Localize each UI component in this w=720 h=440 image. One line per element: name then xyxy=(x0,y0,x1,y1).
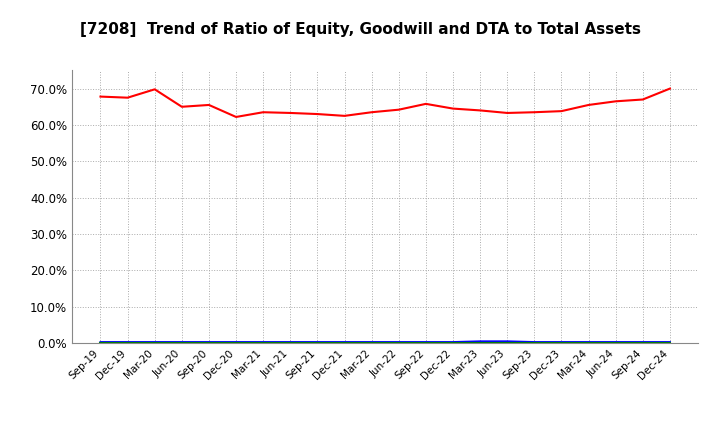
Equity xyxy=(611,99,620,104)
Equity xyxy=(96,94,105,99)
Goodwill xyxy=(476,339,485,344)
Equity xyxy=(313,111,322,117)
Equity xyxy=(395,107,403,112)
Equity xyxy=(150,87,159,92)
Goodwill xyxy=(204,340,213,345)
Goodwill xyxy=(123,340,132,345)
Goodwill xyxy=(611,340,620,345)
Goodwill xyxy=(341,340,349,345)
Deferred Tax Assets xyxy=(123,341,132,346)
Equity xyxy=(665,86,674,91)
Deferred Tax Assets xyxy=(611,341,620,346)
Deferred Tax Assets xyxy=(449,341,457,346)
Goodwill xyxy=(259,340,268,345)
Goodwill xyxy=(286,340,294,345)
Deferred Tax Assets xyxy=(150,341,159,346)
Deferred Tax Assets xyxy=(341,341,349,346)
Deferred Tax Assets xyxy=(503,341,511,346)
Line: Equity: Equity xyxy=(101,88,670,117)
Line: Goodwill: Goodwill xyxy=(101,341,670,342)
Deferred Tax Assets xyxy=(530,341,539,346)
Equity xyxy=(341,113,349,118)
Deferred Tax Assets xyxy=(557,341,566,346)
Equity xyxy=(557,109,566,114)
Goodwill xyxy=(178,340,186,345)
Deferred Tax Assets xyxy=(395,341,403,346)
Deferred Tax Assets xyxy=(232,341,240,346)
Equity xyxy=(421,101,430,106)
Deferred Tax Assets xyxy=(286,341,294,346)
Equity xyxy=(232,114,240,120)
Deferred Tax Assets xyxy=(96,341,105,346)
Equity xyxy=(123,95,132,100)
Goodwill xyxy=(367,340,376,345)
Equity xyxy=(259,110,268,115)
Deferred Tax Assets xyxy=(313,341,322,346)
Equity xyxy=(204,103,213,108)
Goodwill xyxy=(150,340,159,345)
Goodwill xyxy=(232,340,240,345)
Deferred Tax Assets xyxy=(259,341,268,346)
Goodwill xyxy=(503,339,511,344)
Equity xyxy=(449,106,457,111)
Goodwill xyxy=(421,340,430,345)
Equity xyxy=(178,104,186,110)
Equity xyxy=(503,110,511,116)
Goodwill xyxy=(665,340,674,345)
Equity xyxy=(286,110,294,116)
Deferred Tax Assets xyxy=(204,341,213,346)
Equity xyxy=(476,108,485,113)
Equity xyxy=(584,103,593,108)
Text: [7208]  Trend of Ratio of Equity, Goodwill and DTA to Total Assets: [7208] Trend of Ratio of Equity, Goodwil… xyxy=(79,22,641,37)
Deferred Tax Assets xyxy=(421,341,430,346)
Goodwill xyxy=(530,340,539,345)
Deferred Tax Assets xyxy=(367,341,376,346)
Deferred Tax Assets xyxy=(639,341,647,346)
Equity xyxy=(639,97,647,102)
Equity xyxy=(530,110,539,115)
Goodwill xyxy=(639,340,647,345)
Goodwill xyxy=(557,340,566,345)
Goodwill xyxy=(449,340,457,345)
Goodwill xyxy=(96,340,105,345)
Deferred Tax Assets xyxy=(584,341,593,346)
Equity xyxy=(367,110,376,115)
Deferred Tax Assets xyxy=(665,341,674,346)
Goodwill xyxy=(395,340,403,345)
Deferred Tax Assets xyxy=(476,341,485,346)
Goodwill xyxy=(313,340,322,345)
Goodwill xyxy=(584,340,593,345)
Deferred Tax Assets xyxy=(178,341,186,346)
